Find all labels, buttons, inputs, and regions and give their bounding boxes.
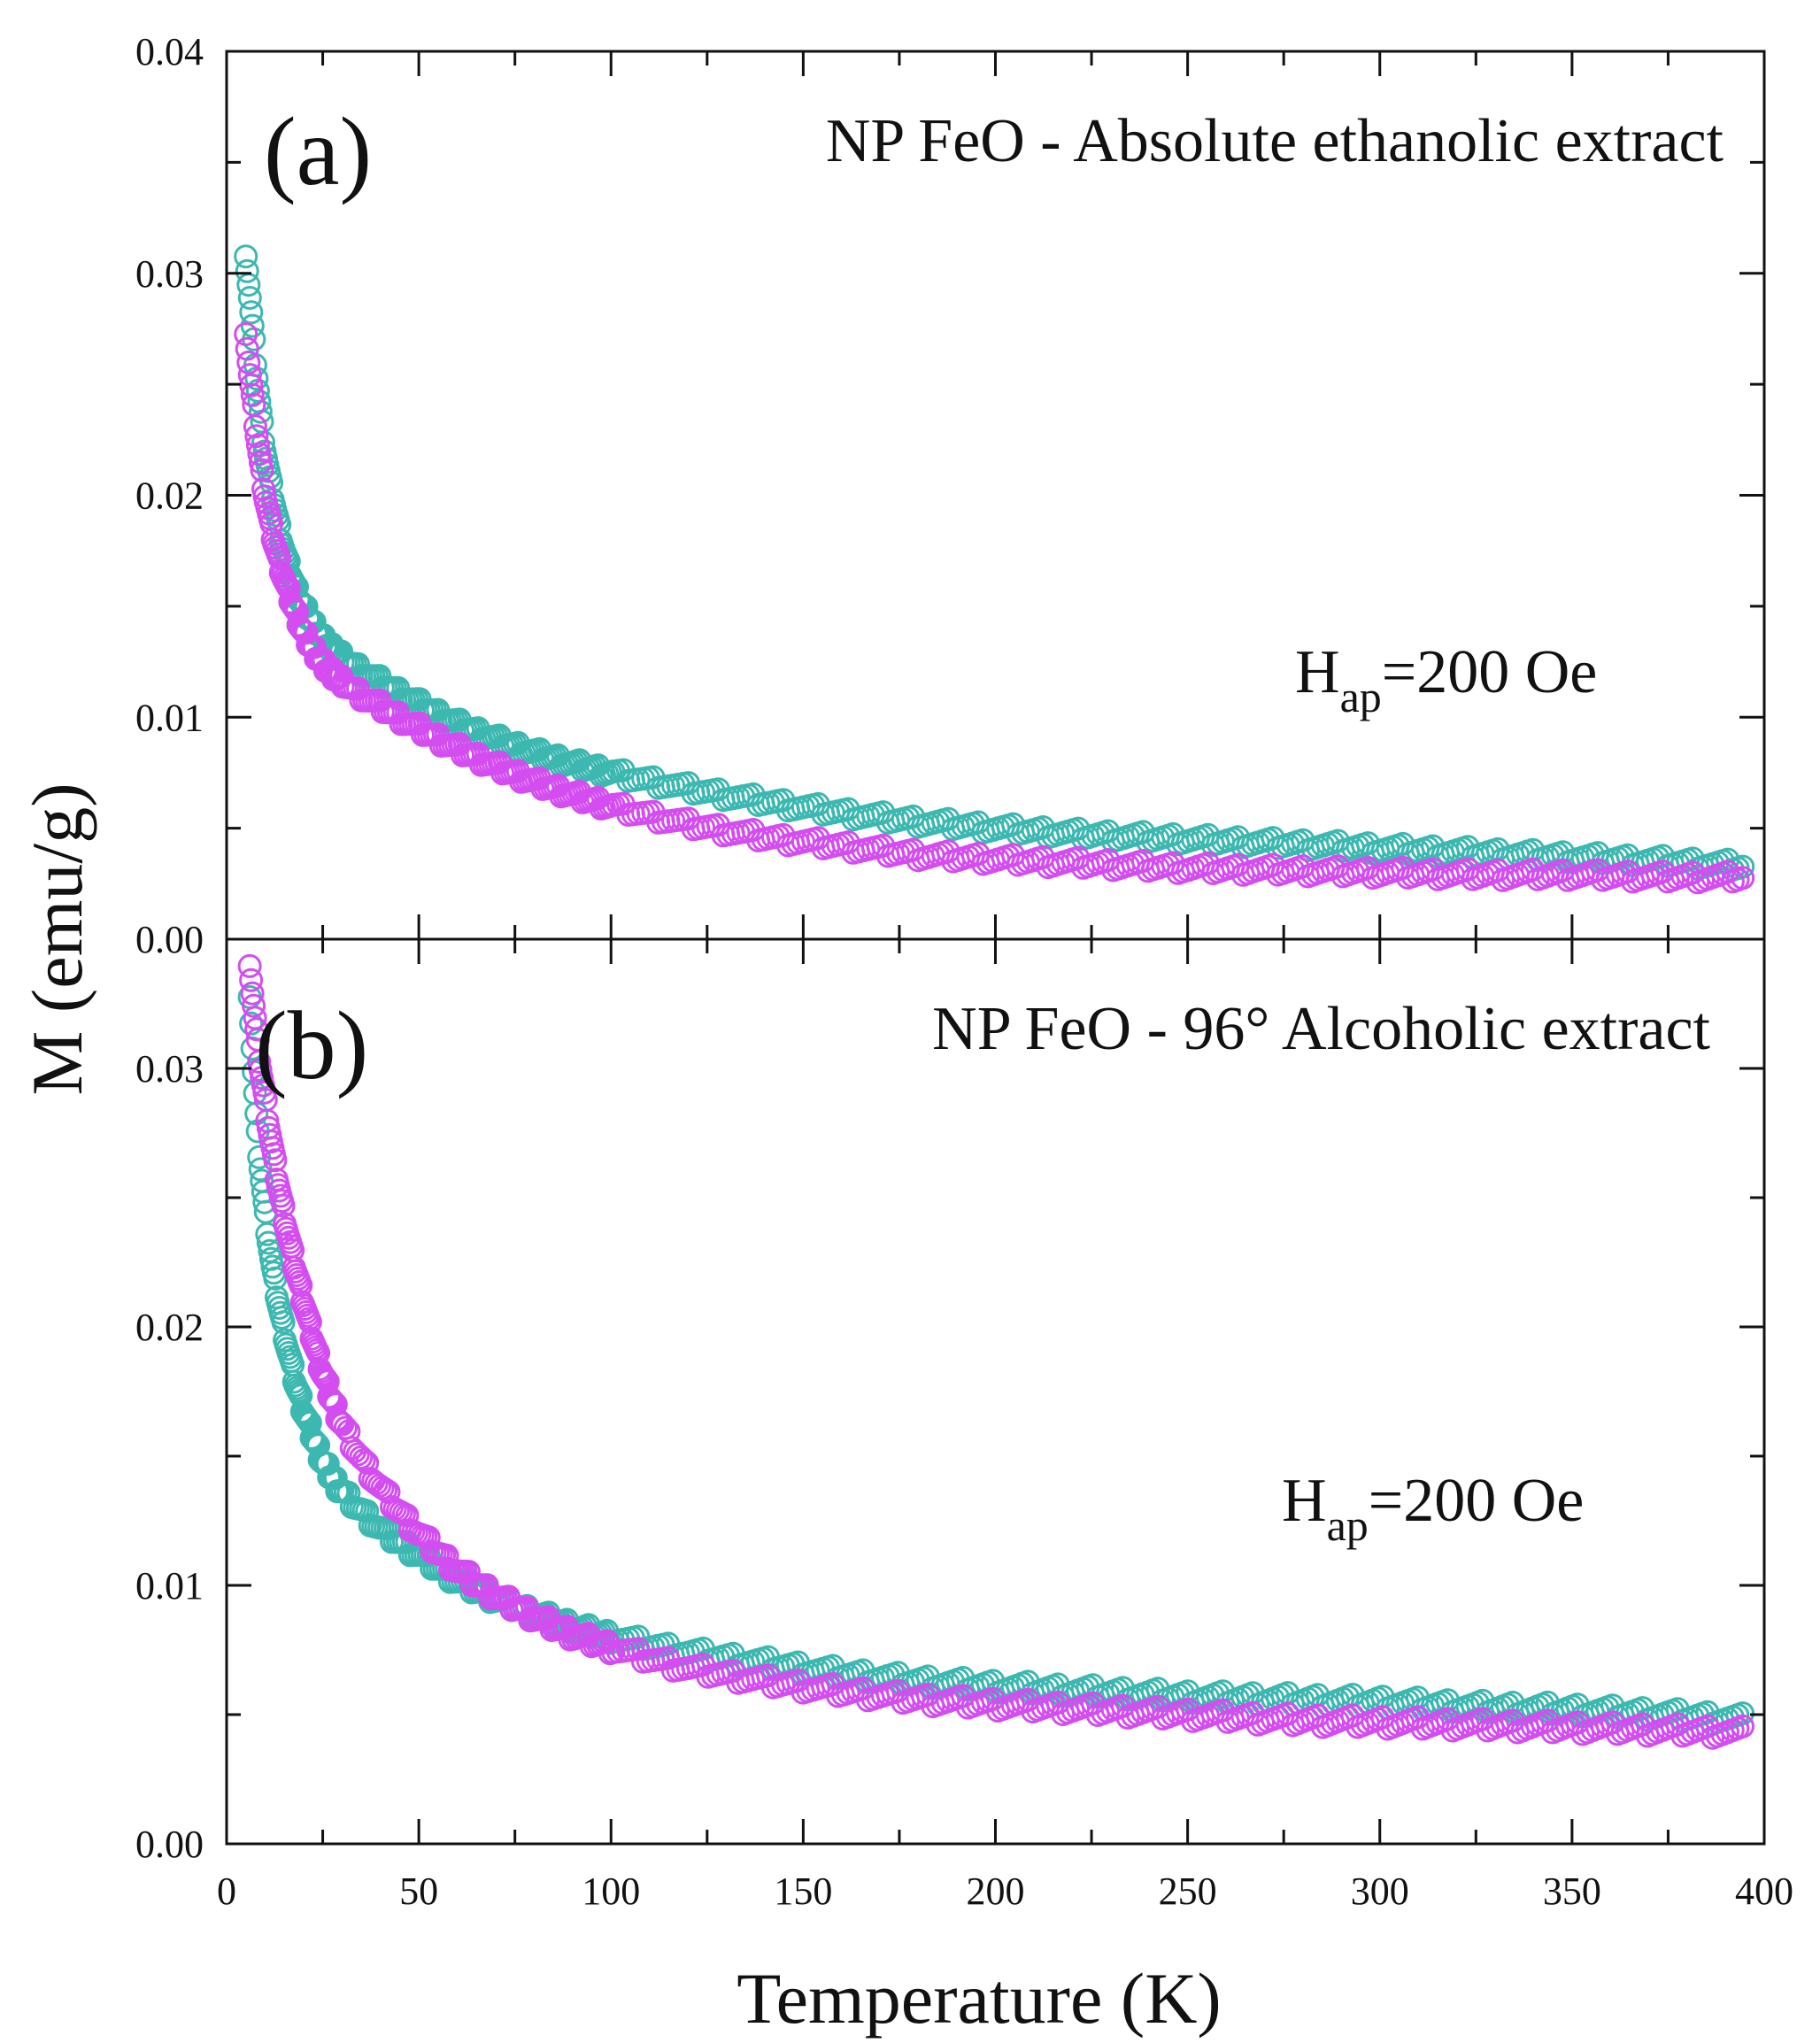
panel-b-x-tick-label: 300 bbox=[1351, 1870, 1409, 1913]
panel-b-y-tick-label: 0.03 bbox=[135, 1047, 204, 1091]
panel-b-magenta-point bbox=[263, 1148, 288, 1173]
panel-b-field-value: =200 Oe bbox=[1369, 1467, 1585, 1535]
panel-a-teal-point bbox=[239, 300, 264, 325]
panel-b-x-tick-label: 100 bbox=[582, 1870, 640, 1913]
panel-b-y-tick-label: 0.01 bbox=[135, 1564, 204, 1607]
panel-a-teal-point bbox=[235, 258, 259, 283]
panel-b-magenta-point bbox=[247, 1049, 272, 1074]
panel-a-y-tick-label: 0.03 bbox=[135, 252, 204, 296]
panel-a-magenta-point bbox=[248, 450, 273, 474]
panel-a-field-value: =200 Oe bbox=[1382, 638, 1598, 706]
panel-a-data-layer bbox=[234, 244, 1755, 895]
panel-b-data-layer bbox=[237, 953, 1754, 1750]
panel-b-magenta-point bbox=[349, 1445, 374, 1469]
panel-a-y-tick-label: 0.02 bbox=[135, 474, 204, 518]
panel-a-magenta-point bbox=[346, 676, 370, 701]
panel-a-magenta-point bbox=[1731, 866, 1755, 890]
panel-b-teal-point bbox=[239, 1011, 264, 1036]
panel-b-y-tick-label: 0.02 bbox=[135, 1306, 204, 1349]
panel-b-x-tick-label: 400 bbox=[1735, 1870, 1793, 1913]
panel-a-field-subscript: ap bbox=[1340, 672, 1382, 721]
panel-a-magenta-point bbox=[244, 424, 269, 449]
panel-b-label: (b) bbox=[255, 991, 368, 1099]
panel-b-teal-point bbox=[315, 1452, 340, 1476]
panel-b-magenta-point bbox=[376, 1479, 401, 1504]
panel-b-field-main: H bbox=[1282, 1467, 1327, 1535]
panel-b-series-magenta bbox=[237, 953, 1754, 1750]
panel-a-magenta-point bbox=[245, 433, 270, 458]
panel-b-magenta-point bbox=[374, 1477, 398, 1502]
panel-b-teal-point bbox=[252, 1190, 277, 1214]
panel-a: 0.00 0.01 0.02 0.03 0.04 (a) NP FeO - Absolu… bbox=[135, 30, 1766, 961]
panel-b-magenta-point bbox=[330, 1412, 355, 1437]
panel-a-teal-point bbox=[346, 651, 370, 676]
panel-a-title: NP FeO - Absolute ethanolic extract bbox=[826, 107, 1724, 175]
panel-b-x-tick-label: 0 bbox=[217, 1870, 236, 1913]
x-axis-title: Temperature (K) bbox=[736, 1958, 1221, 2039]
panel-a-field-annotation: Hap=200 Oe bbox=[1295, 638, 1597, 721]
panel-b-magenta-point bbox=[248, 1058, 273, 1083]
panel-b-magenta-point bbox=[237, 953, 262, 978]
panel-a-teal-point bbox=[240, 313, 265, 338]
panel-b-magenta-point bbox=[1731, 1714, 1754, 1738]
panel-a-field-main: H bbox=[1295, 638, 1340, 706]
panel-b-x-tick-label: 50 bbox=[399, 1870, 438, 1913]
panel-b-magenta-point bbox=[370, 1476, 395, 1500]
panel-b-teal-point bbox=[271, 1310, 296, 1335]
panel-b-axes: 0.00 0.01 0.02 0.03 0 50 100 150 200 250 300 350 400 bbox=[135, 937, 1793, 1913]
panel-b: 0.00 0.01 0.02 0.03 0 50 100 150 200 250 300 350 400… bbox=[135, 937, 1793, 1913]
panel-a-magenta-point bbox=[250, 458, 274, 482]
panel-b-x-tick-label: 150 bbox=[774, 1870, 832, 1913]
panel-b-field-subscript: ap bbox=[1327, 1500, 1369, 1550]
panel-b-magenta-point bbox=[271, 1193, 296, 1218]
panel-a-magenta-point bbox=[236, 351, 261, 374]
panel-b-x-tick-label: 350 bbox=[1543, 1870, 1601, 1913]
panel-a-teal-point bbox=[237, 286, 262, 310]
panel-b-y-tick-label: 0.00 bbox=[135, 1823, 204, 1866]
panel-a-magenta-point bbox=[240, 382, 265, 407]
panel-a-label: (a) bbox=[264, 97, 372, 205]
panel-a-magenta-point bbox=[243, 414, 267, 439]
panel-a-axes: 0.00 0.01 0.02 0.03 0.04 bbox=[135, 30, 1766, 961]
panel-b-x-tick-label: 200 bbox=[967, 1870, 1025, 1913]
y-axis-title: M (emu/g) bbox=[17, 783, 97, 1096]
panel-b-magenta-point bbox=[244, 1017, 269, 1042]
panel-a-series-magenta bbox=[234, 322, 1755, 895]
panel-b-magenta-point bbox=[242, 993, 266, 1018]
panel-b-magenta-point bbox=[240, 981, 265, 1006]
panel-a-magenta-point bbox=[235, 336, 259, 361]
panel-a-y-tick-label: 0.04 bbox=[135, 30, 204, 73]
panel-a-magenta-point bbox=[234, 322, 258, 346]
panel-a-magenta-point bbox=[294, 621, 319, 645]
panel-a-magenta-point bbox=[247, 442, 272, 466]
panel-a-teal-point bbox=[234, 244, 258, 269]
panel-b-x-tick-label: 250 bbox=[1159, 1870, 1217, 1913]
panel-b-field-annotation: Hap=200 Oe bbox=[1282, 1467, 1584, 1550]
panel-a-y-tick-label: 0.00 bbox=[135, 918, 204, 961]
panel-a-y-tick-label: 0.01 bbox=[135, 696, 204, 739]
panel-b-title: NP FeO - 96° Alcoholic extract bbox=[932, 995, 1710, 1063]
panel-b-magenta-point bbox=[239, 968, 264, 992]
